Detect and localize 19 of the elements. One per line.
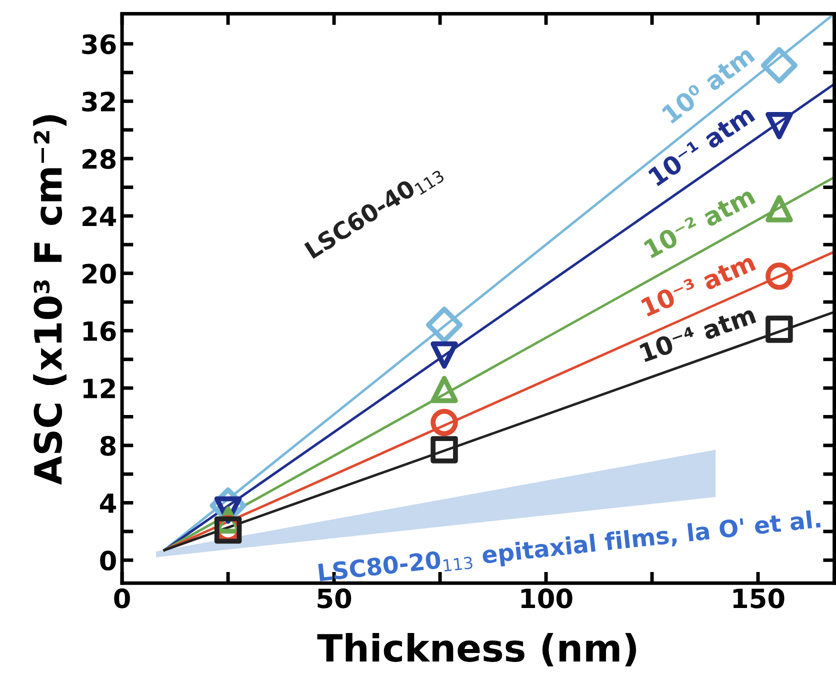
y-tick-label: 0 bbox=[100, 550, 116, 571]
text: 10⁻² atm bbox=[643, 186, 756, 259]
y-tick-label: 8 bbox=[100, 436, 116, 456]
y-tick-label: 4 bbox=[100, 494, 116, 513]
x-tick-label: 0 bbox=[114, 588, 130, 608]
y-tick-label: 28 bbox=[82, 149, 116, 169]
x-axis-title: Thickness (nm) bbox=[317, 632, 636, 666]
x-tick-label: 100 bbox=[521, 588, 572, 608]
y-tick-label: 16 bbox=[83, 321, 116, 342]
y-tick-label: 32 bbox=[82, 92, 115, 112]
annotation: LSC80-20$_{113}$ epitaxial films, la O' et al. bbox=[318, 509, 822, 586]
y-axis-title: ASC (x10³ F cm⁻²) bbox=[33, 115, 67, 485]
y-tick-label: 20 bbox=[82, 264, 116, 284]
x-tick-label: 50 bbox=[318, 588, 352, 608]
annotation: LSC60-40$_{113}$ bbox=[304, 162, 445, 262]
y-tick-label: 12 bbox=[83, 378, 115, 398]
y-tick-label: 36 bbox=[82, 34, 116, 54]
x-tick-label: 150 bbox=[733, 588, 784, 608]
y-tick-label: 24 bbox=[82, 206, 116, 226]
